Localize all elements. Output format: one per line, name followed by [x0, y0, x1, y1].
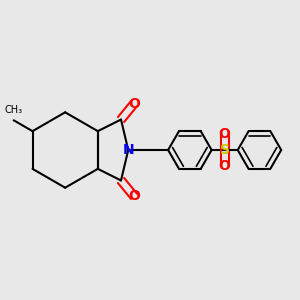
Text: O: O: [128, 189, 140, 203]
Text: O: O: [219, 159, 231, 173]
Text: N: N: [122, 143, 134, 157]
Text: O: O: [128, 97, 140, 111]
Text: O: O: [219, 127, 231, 141]
Text: CH₃: CH₃: [4, 105, 23, 115]
Text: S: S: [220, 143, 230, 157]
